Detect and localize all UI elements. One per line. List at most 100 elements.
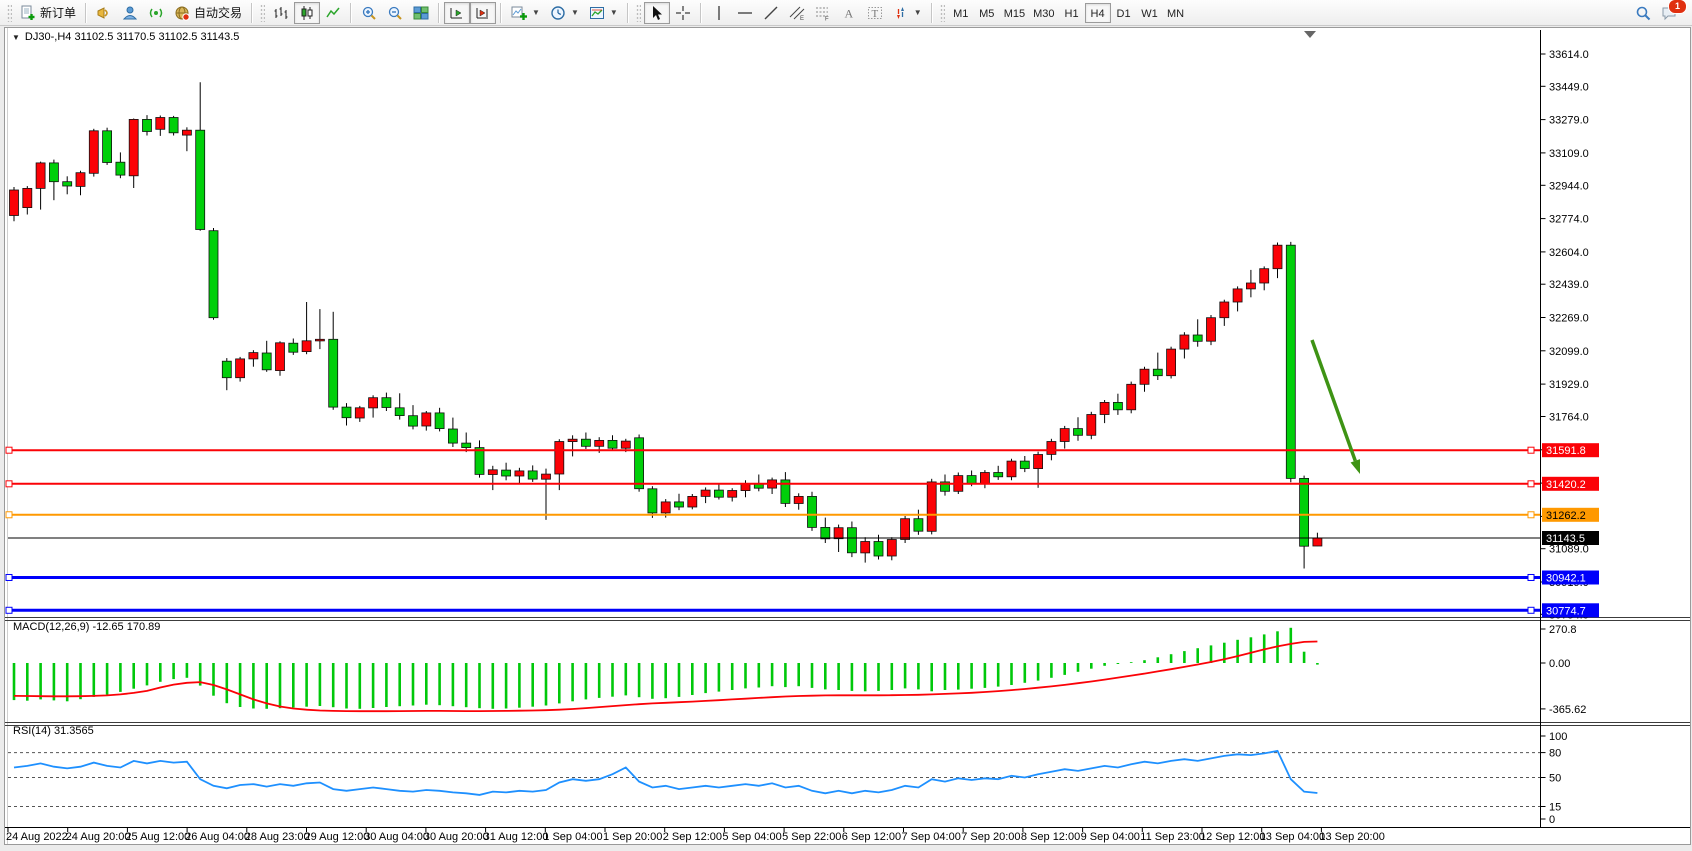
indicators-button[interactable]: ▼ <box>506 2 545 24</box>
arrow-objects-icon <box>896 6 904 19</box>
svg-text:32944.0: 32944.0 <box>1549 180 1589 192</box>
text-icon: A <box>844 6 853 20</box>
svg-text:31929.0: 31929.0 <box>1549 379 1589 391</box>
separator <box>500 2 503 23</box>
new-order-button[interactable]: 新订单 <box>15 2 81 24</box>
svg-text:0.00: 0.00 <box>1549 658 1570 670</box>
svg-text:80: 80 <box>1549 748 1561 760</box>
svg-text:29 Aug 12:00: 29 Aug 12:00 <box>305 831 370 843</box>
svg-text:32269.0: 32269.0 <box>1549 313 1589 325</box>
zoom-out-icon <box>388 6 402 20</box>
svg-text:1 Sep 20:00: 1 Sep 20:00 <box>603 831 662 843</box>
chart-candles-button[interactable] <box>294 1 321 24</box>
chart-bars-button[interactable] <box>268 2 294 24</box>
arrows-button[interactable]: ▼ <box>888 2 927 24</box>
text-label-button[interactable]: T <box>862 2 888 24</box>
svg-text:31591.8: 31591.8 <box>1546 445 1586 457</box>
zoom-out-button[interactable] <box>382 2 408 24</box>
svg-text:32439.0: 32439.0 <box>1549 279 1589 291</box>
svg-text:24 Aug 2022: 24 Aug 2022 <box>6 831 68 843</box>
trendline-button[interactable] <box>758 2 784 24</box>
svg-text:13 Sep 20:00: 13 Sep 20:00 <box>1319 831 1384 843</box>
text-label-icon: T <box>867 6 882 20</box>
svg-text:15: 15 <box>1549 802 1561 814</box>
chart-shift-button[interactable] <box>470 1 497 24</box>
svg-text:31262.2: 31262.2 <box>1546 510 1586 522</box>
autotrade-label: 自动交易 <box>194 6 243 20</box>
svg-text:T: T <box>871 8 878 20</box>
separator <box>626 2 629 23</box>
zoom-in-button[interactable] <box>356 2 382 24</box>
svg-text:25 Aug 12:00: 25 Aug 12:00 <box>125 831 190 843</box>
text-button[interactable]: A <box>836 2 862 24</box>
timeframe-M30[interactable]: M30 <box>1029 3 1058 23</box>
toolbar-grip[interactable] <box>939 3 945 22</box>
svg-text:33449.0: 33449.0 <box>1549 81 1589 93</box>
zoom-in-icon <box>362 6 376 20</box>
toolbar-grip[interactable] <box>7 3 12 22</box>
dropdown-arrow-icon: ▼ <box>532 8 540 17</box>
tile-windows-icon <box>413 6 429 19</box>
auto-scroll-button[interactable] <box>444 1 471 24</box>
svg-text:2 Sep 12:00: 2 Sep 12:00 <box>663 831 722 843</box>
new-order-label: 新订单 <box>40 6 77 20</box>
chart-line-button[interactable] <box>320 2 346 24</box>
timeframe-M1[interactable]: M1 <box>948 3 974 23</box>
channel-button[interactable]: E <box>784 2 810 24</box>
broadcast-button[interactable] <box>143 2 169 24</box>
cursor-button[interactable] <box>643 1 670 24</box>
search-button[interactable] <box>1630 2 1656 24</box>
templates-button[interactable]: ▼ <box>584 2 623 24</box>
add-indicator-icon <box>511 6 528 20</box>
user-icon <box>122 6 138 19</box>
horizontal-line-button[interactable] <box>732 2 758 24</box>
dropdown-arrow-icon: ▼ <box>913 8 922 17</box>
autotrade-globe-icon <box>175 6 190 21</box>
community-button[interactable] <box>117 2 143 24</box>
svg-text:24 Aug 20:00: 24 Aug 20:00 <box>66 831 131 843</box>
chart-dropdown-icon[interactable]: ▼ <box>12 32 20 42</box>
tile-windows-button[interactable] <box>408 2 434 24</box>
svg-text:E: E <box>800 16 804 21</box>
svg-text:33279.0: 33279.0 <box>1549 115 1589 127</box>
equidistant-channel-icon: E <box>789 6 805 21</box>
svg-text:1 Sep 04:00: 1 Sep 04:00 <box>543 831 602 843</box>
toolbar-grip[interactable] <box>635 3 641 22</box>
svg-text:-365.62: -365.62 <box>1549 704 1586 716</box>
toolbar-grip[interactable] <box>260 3 266 22</box>
megaphone-button[interactable] <box>91 2 117 24</box>
svg-text:32774.0: 32774.0 <box>1549 214 1589 226</box>
timeframe-D1[interactable]: D1 <box>1111 3 1137 23</box>
megaphone-icon <box>97 6 108 19</box>
notifications-button[interactable]: 1 <box>1656 0 1687 24</box>
svg-text:50: 50 <box>1549 773 1561 785</box>
chart-shift-icon <box>476 7 489 18</box>
svg-text:30774.7: 30774.7 <box>1546 605 1586 617</box>
fibonacci-icon: F <box>815 7 829 21</box>
timeframe-W1[interactable]: W1 <box>1137 3 1163 23</box>
main-toolbar: 新订单 <box>0 0 1692 26</box>
timeframe-M5[interactable]: M5 <box>974 3 1000 23</box>
svg-text:30 Aug 04:00: 30 Aug 04:00 <box>364 831 429 843</box>
autotrade-button[interactable]: 自动交易 <box>169 2 247 24</box>
svg-text:31 Aug 12:00: 31 Aug 12:00 <box>484 831 549 843</box>
crosshair-button[interactable] <box>670 2 696 24</box>
svg-text:9 Sep 04:00: 9 Sep 04:00 <box>1081 831 1140 843</box>
svg-text:31420.2: 31420.2 <box>1546 479 1586 491</box>
separator <box>930 2 933 23</box>
svg-text:31143.5: 31143.5 <box>1546 533 1585 545</box>
clock-icon <box>551 5 565 20</box>
svg-text:30942.1: 30942.1 <box>1546 573 1586 585</box>
vertical-line-icon <box>718 5 720 20</box>
timeframe-M15[interactable]: M15 <box>1000 3 1029 23</box>
timeframe-H4[interactable]: H4 <box>1084 2 1111 23</box>
timeframe-H1[interactable]: H1 <box>1059 3 1085 23</box>
timeframe-MN[interactable]: MN <box>1163 3 1189 23</box>
periods-button[interactable]: ▼ <box>545 2 584 24</box>
fibonacci-button[interactable]: F <box>810 2 836 24</box>
vertical-line-button[interactable] <box>706 2 732 24</box>
svg-text:5 Sep 22:00: 5 Sep 22:00 <box>782 831 841 843</box>
svg-text:33109.0: 33109.0 <box>1549 148 1589 160</box>
